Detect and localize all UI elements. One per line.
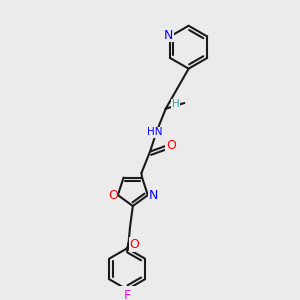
Text: F: F bbox=[124, 289, 131, 300]
Text: H: H bbox=[172, 99, 180, 110]
Text: O: O bbox=[108, 189, 118, 202]
Text: N: N bbox=[164, 28, 173, 41]
Text: O: O bbox=[129, 238, 139, 251]
Text: O: O bbox=[166, 140, 176, 152]
Text: N: N bbox=[148, 189, 158, 202]
Text: HN: HN bbox=[146, 128, 162, 137]
